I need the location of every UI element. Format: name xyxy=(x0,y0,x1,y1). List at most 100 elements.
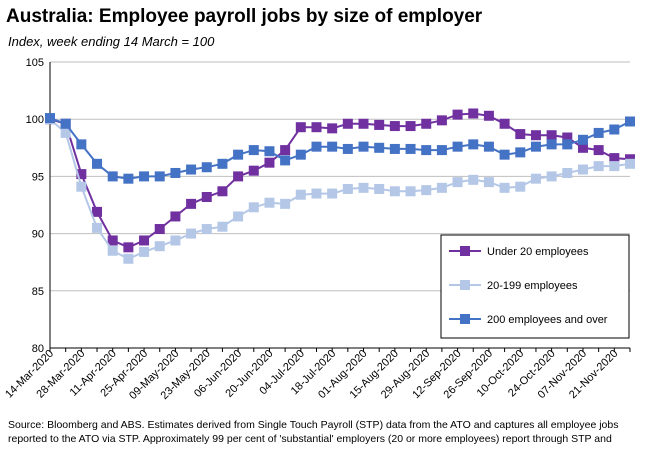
data-point xyxy=(170,211,181,222)
chart-title: Australia: Employee payroll jobs by size… xyxy=(6,6,483,27)
data-point xyxy=(562,132,573,143)
data-point xyxy=(358,182,369,193)
data-point xyxy=(499,118,510,129)
source-note: Source: Bloomberg and ABS. Estimates der… xyxy=(8,419,619,445)
data-point xyxy=(483,141,494,152)
data-point xyxy=(280,145,291,156)
chart-subtitle: Index, week ending 14 March = 100 xyxy=(8,34,215,49)
data-point xyxy=(60,118,71,129)
data-point xyxy=(405,143,416,154)
data-point xyxy=(374,142,385,153)
data-point xyxy=(421,145,432,156)
data-point xyxy=(327,123,338,134)
data-point xyxy=(625,158,635,169)
data-point xyxy=(217,158,228,169)
data-point xyxy=(577,164,588,175)
data-point xyxy=(546,171,557,182)
data-point xyxy=(436,115,447,126)
series-0 xyxy=(45,108,635,253)
data-point xyxy=(139,235,150,246)
data-point xyxy=(76,181,87,192)
data-point xyxy=(499,149,510,160)
legend-label: 200 employees and over xyxy=(487,314,608,326)
legend-swatch-marker xyxy=(460,280,470,290)
series-lines xyxy=(45,108,635,264)
data-point xyxy=(295,122,306,133)
data-point xyxy=(280,155,291,166)
data-point xyxy=(577,134,588,145)
data-point xyxy=(154,224,165,235)
data-point xyxy=(452,177,463,188)
legend-swatch-marker xyxy=(460,314,470,324)
data-point xyxy=(107,171,118,182)
data-point xyxy=(374,183,385,194)
legend-item: 20-199 employees xyxy=(449,280,578,292)
data-point xyxy=(327,188,338,199)
data-point xyxy=(92,206,103,217)
series-1 xyxy=(45,114,635,264)
legend-label: 20-199 employees xyxy=(487,280,578,292)
data-point xyxy=(233,211,244,222)
y-tick-label: 105 xyxy=(26,57,44,69)
y-tick-label: 80 xyxy=(32,343,44,355)
data-point xyxy=(264,197,275,208)
legend-item: 200 employees and over xyxy=(449,314,608,326)
data-point xyxy=(593,145,604,156)
data-point xyxy=(389,186,400,197)
data-point xyxy=(452,109,463,120)
data-point xyxy=(264,157,275,168)
data-point xyxy=(499,182,510,193)
data-point xyxy=(327,141,338,152)
data-point xyxy=(421,185,432,196)
data-point xyxy=(577,142,588,153)
data-point xyxy=(311,141,322,152)
y-tick-label: 90 xyxy=(32,229,44,241)
data-point xyxy=(546,130,557,141)
data-point xyxy=(92,222,103,233)
data-point xyxy=(233,149,244,160)
data-point xyxy=(217,221,228,232)
data-point xyxy=(186,164,197,175)
data-point xyxy=(468,108,479,119)
data-point xyxy=(342,183,353,194)
data-point xyxy=(280,198,291,209)
data-point xyxy=(342,143,353,154)
data-point xyxy=(483,110,494,121)
data-point xyxy=(45,113,55,124)
data-point xyxy=(405,121,416,132)
series-line xyxy=(49,117,631,180)
series-line xyxy=(49,112,631,249)
data-point xyxy=(201,191,212,202)
data-point xyxy=(170,235,181,246)
y-tick-label: 85 xyxy=(32,286,44,298)
data-point xyxy=(311,188,322,199)
data-point xyxy=(92,158,103,169)
data-point xyxy=(154,171,165,182)
data-point xyxy=(468,139,479,150)
data-point xyxy=(421,118,432,129)
data-point xyxy=(107,245,118,256)
data-point xyxy=(233,171,244,182)
data-point xyxy=(562,139,573,150)
legend-swatch-marker xyxy=(460,246,470,256)
data-point xyxy=(186,198,197,209)
data-point xyxy=(562,167,573,178)
data-point xyxy=(436,145,447,156)
data-point xyxy=(609,161,620,172)
data-point xyxy=(358,141,369,152)
data-point xyxy=(217,186,228,197)
data-point xyxy=(76,169,87,180)
data-point xyxy=(436,182,447,193)
data-point xyxy=(342,118,353,129)
data-point xyxy=(468,174,479,185)
data-point xyxy=(483,177,494,188)
data-point xyxy=(515,129,526,140)
data-point xyxy=(170,167,181,178)
legend-frame xyxy=(440,234,630,339)
data-point xyxy=(201,224,212,235)
data-point xyxy=(593,161,604,172)
legend: Under 20 employees 20-199 employees 200 em… xyxy=(440,234,630,339)
series-2 xyxy=(45,113,635,184)
data-point xyxy=(609,153,620,164)
